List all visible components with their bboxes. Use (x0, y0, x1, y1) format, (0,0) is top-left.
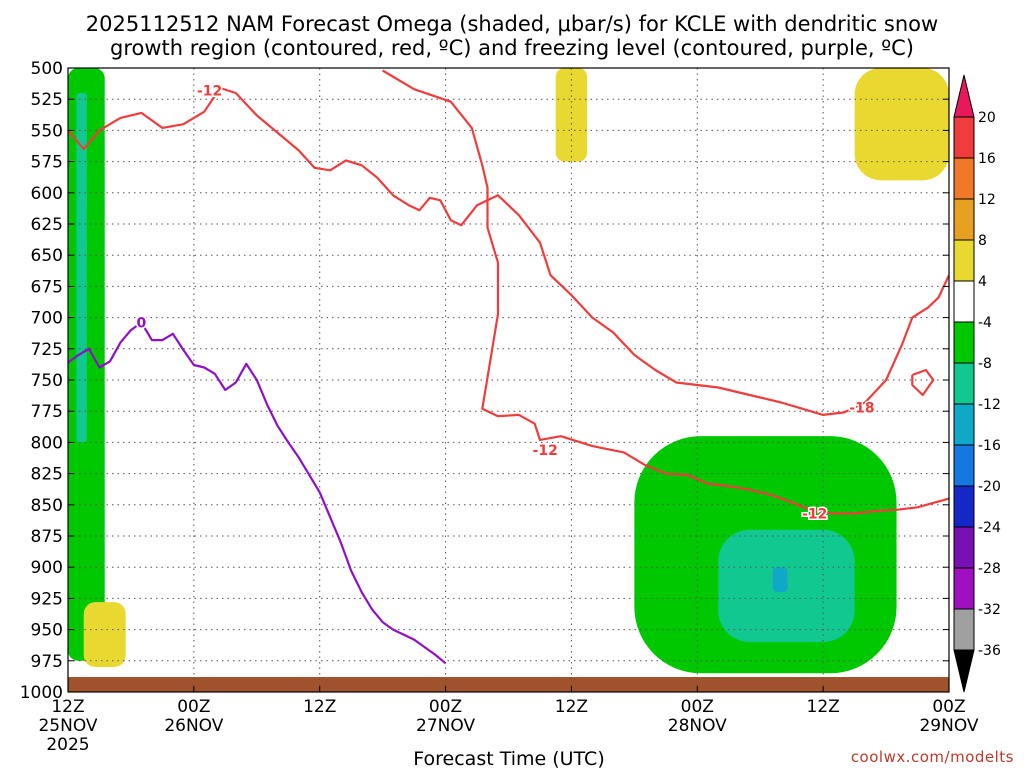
chart-title-line1: 2025112512 NAM Forecast Omega (shaded, μ… (86, 12, 938, 36)
contour-label: -18 (849, 400, 874, 416)
x-tick-time-label: 12Z (807, 697, 840, 717)
dgz-contour-minus12 (68, 86, 949, 416)
y-tick-label: 875 (31, 527, 63, 547)
y-tick-label: 900 (31, 558, 63, 578)
y-tick-label: 800 (31, 433, 63, 453)
colorbar-bottom-arrow (953, 649, 975, 693)
colorbar-swatch (953, 403, 975, 446)
y-tick-label: 525 (31, 90, 63, 110)
contour-label: -12 (197, 83, 222, 99)
y-tick-label: 700 (31, 309, 63, 329)
colorbar-swatch (953, 567, 975, 610)
x-tick-year-label: 2025 (46, 735, 89, 755)
colorbar-tick-label: 8 (978, 233, 987, 249)
dgz-contour-minus18 (382, 69, 949, 515)
colorbar-swatch (953, 485, 975, 528)
colorbar-tick-label: 20 (978, 110, 996, 126)
x-tick-time-label: 00Z (177, 697, 210, 717)
colorbar-tick-label: -28 (978, 561, 1001, 577)
omega-shade-region (555, 68, 588, 162)
omega-shade-region (83, 602, 126, 668)
contour-label: -12 (533, 443, 558, 459)
x-tick-time-label: 00Z (932, 697, 965, 717)
y-tick-label: 625 (31, 215, 63, 235)
y-tick-label: 675 (31, 277, 63, 297)
credit-text: coolwx.com/modelts (851, 748, 1014, 766)
y-tick-label: 925 (31, 589, 63, 609)
y-tick-label: 750 (31, 371, 63, 391)
y-tick-label: 950 (31, 621, 63, 641)
colorbar-top-arrow (953, 74, 975, 118)
colorbar-tick-label: -16 (978, 438, 1001, 454)
contour-label: -12 (802, 507, 827, 523)
colorbar-swatch (953, 444, 975, 487)
colorbar-tick-label: 12 (978, 192, 996, 208)
contour-layer (68, 69, 949, 665)
colorbar-tick-label: -4 (978, 315, 992, 331)
x-axis-label: Forecast Time (UTC) (413, 748, 604, 768)
colorbar-swatch (953, 116, 975, 159)
omega-shade-region (854, 68, 949, 181)
chart-title-line2: growth region (contoured, red, ºC) and f… (110, 36, 914, 60)
y-tick-label: 825 (31, 465, 63, 485)
y-axis: 500 525 550 575 600 625 650 675 700 725 750 775 800 8… (20, 59, 949, 703)
colorbar-swatch (953, 608, 975, 651)
colorbar-swatch (953, 198, 975, 241)
freezing-level-contour (68, 321, 447, 665)
contour-label-layer: -12 -12 -12 -18 0 (135, 82, 876, 524)
x-tick-date-label: 28NOV (668, 716, 727, 736)
y-tick-label: 775 (31, 402, 63, 422)
y-tick-label: 600 (31, 184, 63, 204)
x-tick-date-label: 27NOV (416, 716, 475, 736)
colorbar-swatch (953, 157, 975, 200)
colorbar-tick-label: -24 (978, 520, 1001, 536)
y-tick-label: 850 (31, 496, 63, 516)
colorbar-tick-label: 16 (978, 151, 996, 167)
contour-label: 0 (137, 316, 147, 332)
colorbar-swatch (953, 239, 975, 282)
colorbar-tick-label: -8 (978, 356, 992, 372)
x-tick-date-label: 26NOV (164, 716, 223, 736)
omega-shading-layer (68, 68, 949, 692)
y-tick-label: 1000 (20, 683, 63, 703)
grid-layer (68, 68, 949, 692)
colorbar-tick-label: -20 (978, 479, 1001, 495)
colorbar-tick-label: -36 (978, 643, 1001, 659)
y-tick-label: 650 (31, 246, 63, 266)
y-tick-label: 725 (31, 340, 63, 360)
x-tick-date-label: 29NOV (919, 716, 978, 736)
colorbar-tick-label: 4 (978, 274, 987, 290)
y-tick-label: 575 (31, 153, 63, 173)
x-tick-date-label: 25NOV (38, 716, 97, 736)
x-tick-time-label: 00Z (429, 697, 462, 717)
x-tick-time-label: 12Z (555, 697, 588, 717)
ground-surface (68, 677, 949, 692)
y-tick-label: 550 (31, 121, 63, 141)
colorbar-swatch (953, 321, 975, 364)
y-tick-label: 975 (31, 652, 63, 672)
colorbar-swatch (953, 526, 975, 569)
colorbar-swatch (953, 280, 975, 323)
x-tick-time-label: 00Z (681, 697, 714, 717)
colorbar-tick-label: -12 (978, 397, 1001, 413)
x-tick-time-label: 12Z (51, 697, 84, 717)
y-tick-label: 500 (31, 59, 63, 79)
colorbar-tick-label: -32 (978, 602, 1001, 618)
colorbar: 20 16 12 8 4 -4 -8 -12 -16 -20 -24 -28 -32 -36 (953, 74, 1001, 693)
x-tick-time-label: 12Z (303, 697, 336, 717)
omega-shade-region (772, 567, 788, 593)
colorbar-swatch (953, 362, 975, 405)
dgz-contour-closed (911, 368, 935, 397)
